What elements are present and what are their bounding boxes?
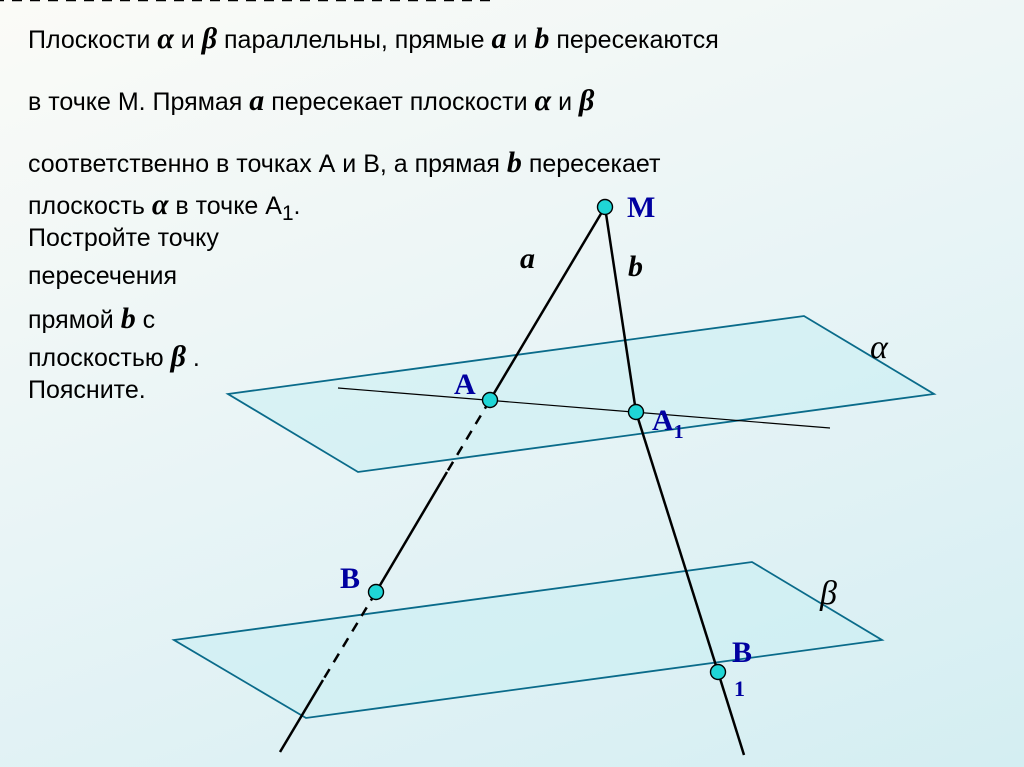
slide-canvas: Плоскости α и β параллельны, прямые a и … [0, 0, 1024, 767]
label-line-a: a [520, 242, 535, 275]
point-b [369, 585, 384, 600]
point-b1 [711, 665, 726, 680]
line-a-mid [376, 472, 447, 592]
label-plane-alpha: α [870, 329, 889, 366]
label-point-a: A [454, 368, 476, 401]
point-a [483, 393, 498, 408]
label-point-m: M [627, 191, 655, 224]
label-point-b1: B1 [732, 636, 752, 701]
label-line-b: b [628, 250, 643, 283]
geometry-diagram: α β a b M A A1 B B1 [0, 0, 1024, 767]
point-m [598, 200, 613, 215]
label-point-b: B [340, 562, 360, 595]
plane-beta [174, 562, 882, 718]
label-plane-beta: β [819, 575, 837, 612]
plane-alpha [228, 316, 934, 472]
point-a1 [629, 405, 644, 420]
